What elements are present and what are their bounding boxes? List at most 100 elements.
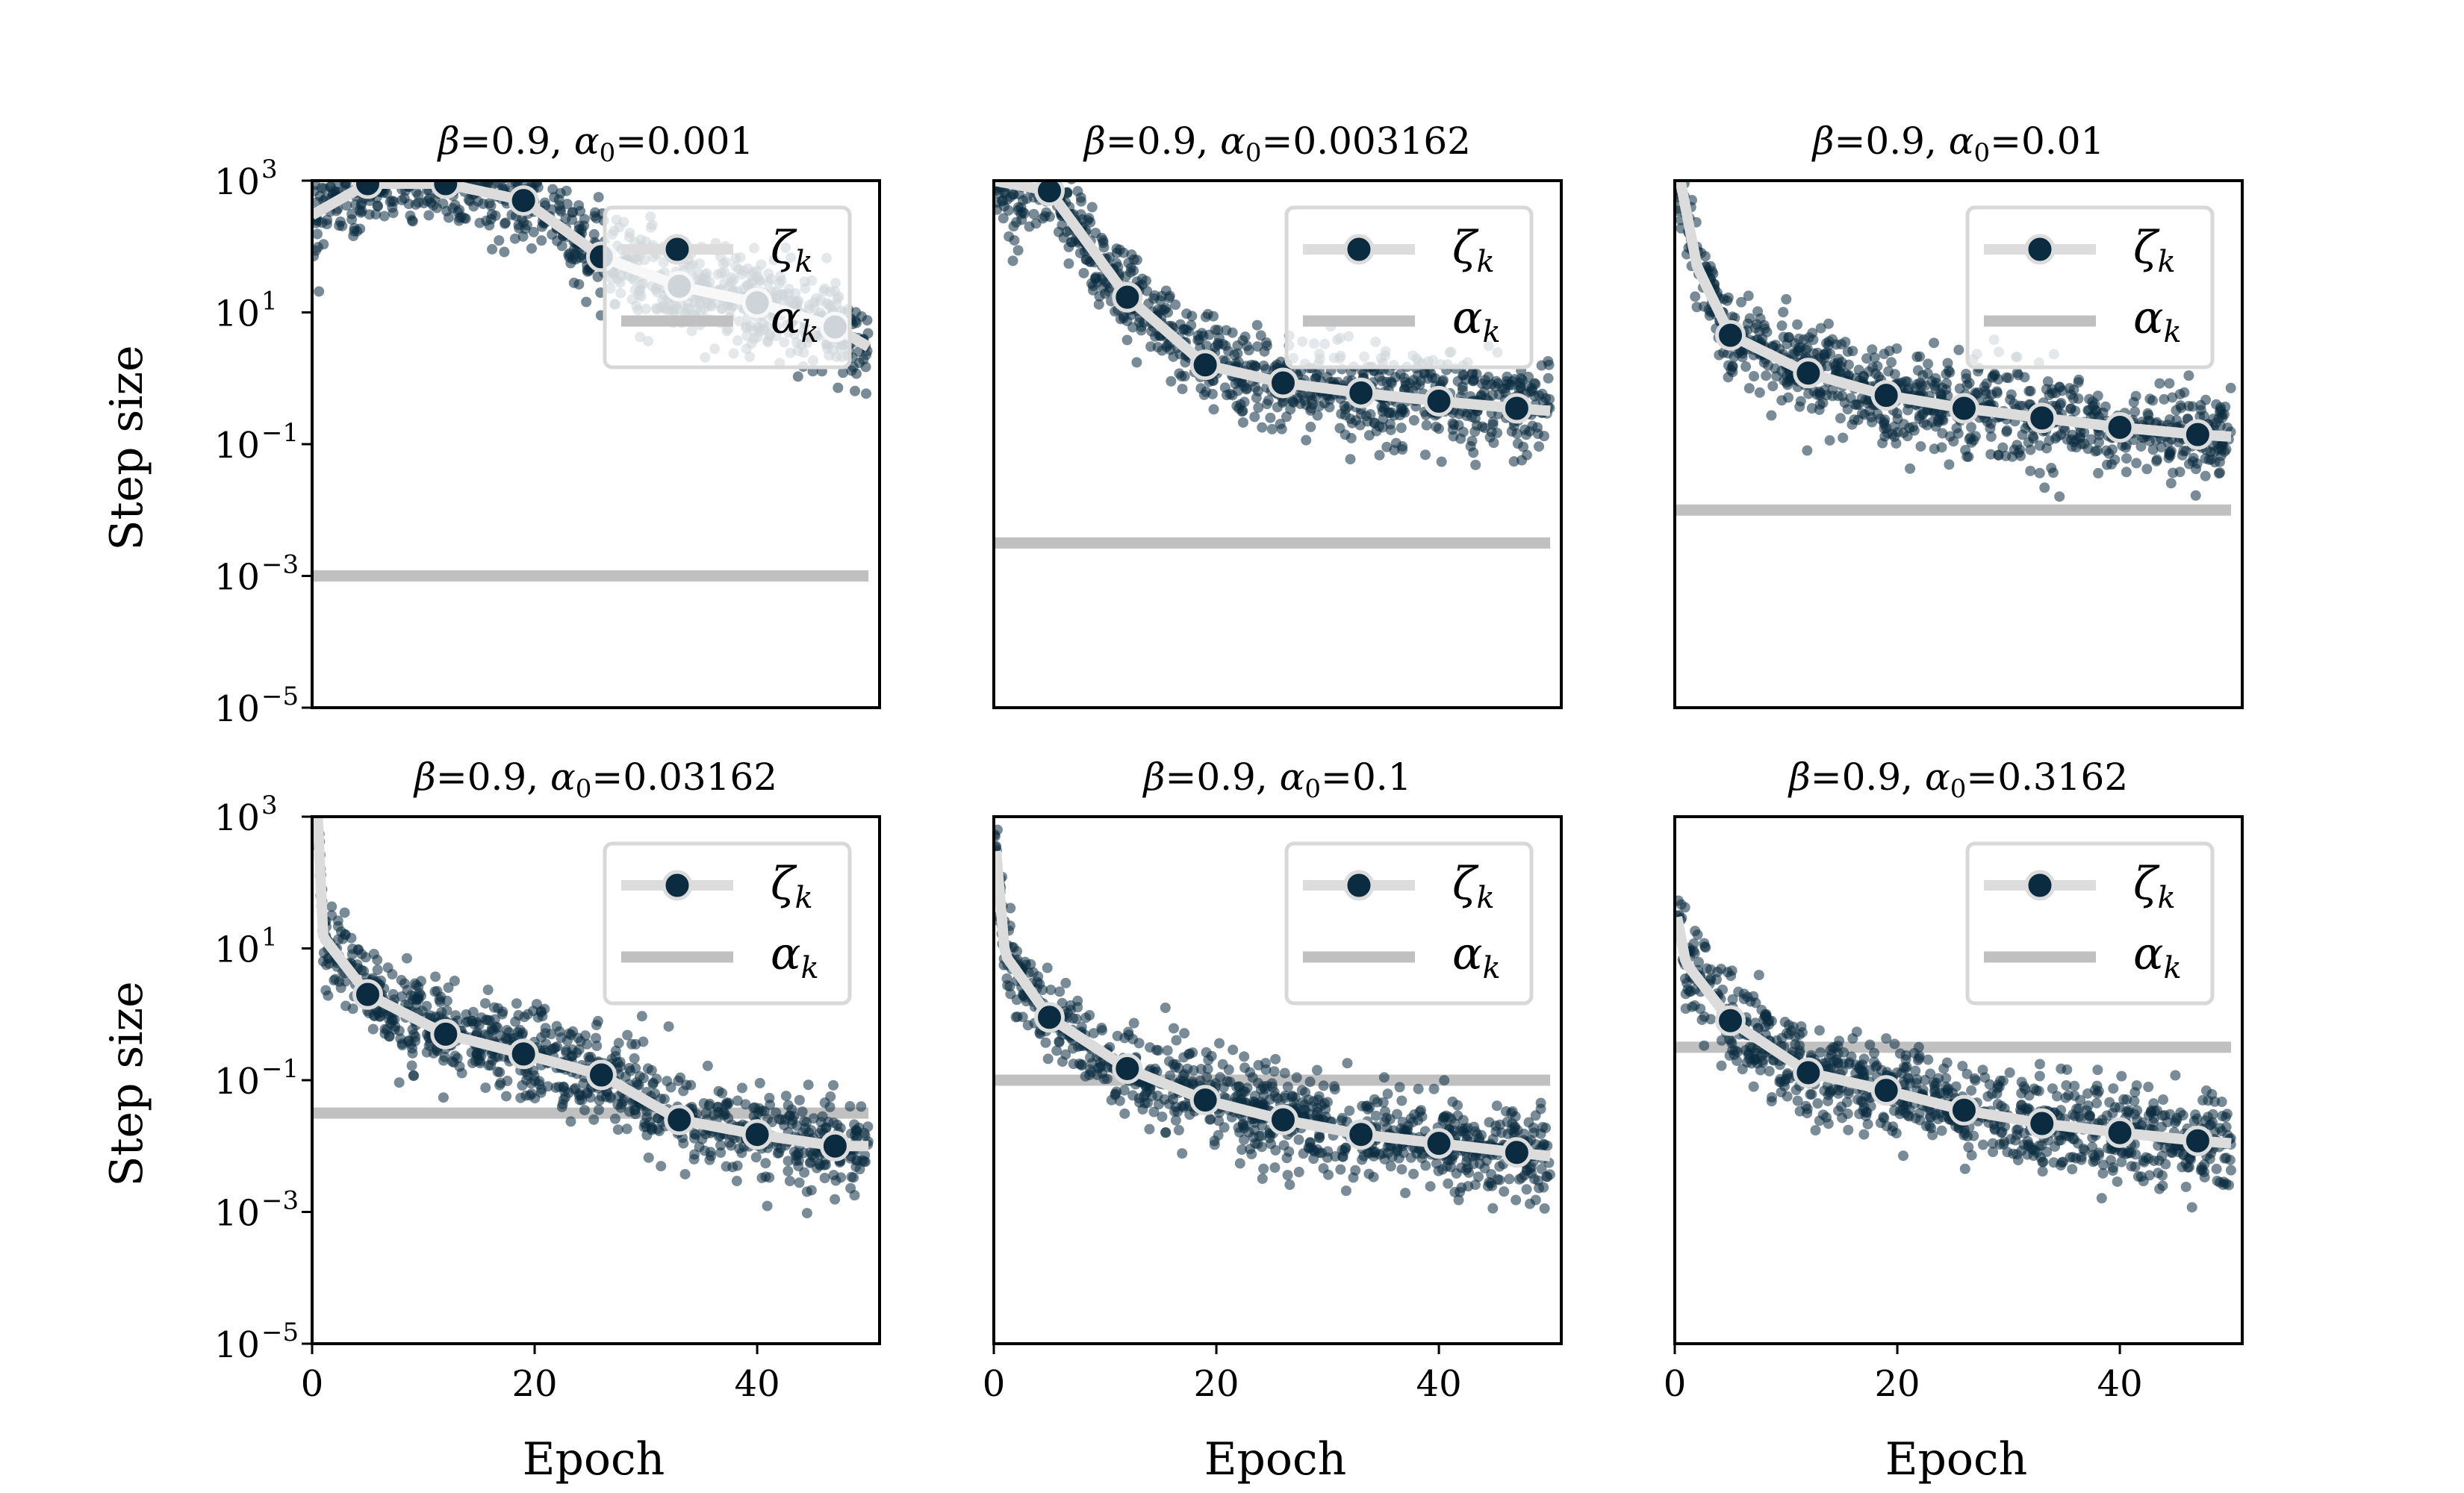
ytick-exponent: 3 bbox=[261, 155, 278, 184]
subplot-2: β=0.9, α0=0.003162 ζk αk bbox=[992, 119, 1563, 709]
subplot-title: β=0.9, α0=0.1 bbox=[1142, 755, 1412, 804]
zeta-k-marker bbox=[1345, 377, 1377, 408]
legend-alpha-label: αk bbox=[771, 292, 819, 349]
xtick-label: 40 bbox=[735, 1363, 780, 1405]
legend: ζk αk bbox=[1284, 205, 1534, 370]
ytick-label: 10 bbox=[214, 929, 260, 971]
legend-zeta-marker bbox=[662, 234, 693, 265]
ytick-label: 10 bbox=[214, 293, 260, 335]
zeta-k-marker bbox=[585, 1059, 617, 1091]
legend-alpha-label: αk bbox=[1452, 928, 1501, 985]
zeta-k-marker bbox=[1423, 385, 1455, 417]
legend-zeta-marker bbox=[2024, 870, 2056, 901]
xtick-label: 0 bbox=[983, 1363, 1006, 1405]
legend-alpha-label: αk bbox=[771, 928, 819, 985]
zeta-k-marker bbox=[1501, 393, 1532, 424]
legend-zeta-marker bbox=[1343, 870, 1375, 901]
ytick-exponent: −5 bbox=[261, 1318, 299, 1347]
zeta-k-marker bbox=[819, 1130, 850, 1162]
zeta-k-marker bbox=[664, 1104, 695, 1135]
zeta-k-marker bbox=[1345, 1119, 1377, 1150]
legend: ζk αk bbox=[1965, 205, 2215, 370]
subplot-5: 0 20 40 β=0.9, α0=0.1 ζk αk bbox=[983, 755, 1563, 1405]
xlabel-left: Epoch bbox=[523, 1433, 665, 1486]
legend-zeta-label: ζk bbox=[2133, 858, 2176, 915]
plot-area bbox=[994, 824, 1555, 1214]
xtick-label: 20 bbox=[1875, 1363, 1920, 1405]
ytick-label: 10 bbox=[214, 161, 260, 203]
zeta-k-marker bbox=[741, 1119, 773, 1150]
axes-frame bbox=[1673, 179, 2244, 709]
xtick-label: 0 bbox=[301, 1363, 324, 1405]
zeta-k-marker bbox=[1189, 1085, 1221, 1116]
legend-zeta-label: ζk bbox=[771, 222, 813, 279]
ytick-exponent: −3 bbox=[261, 550, 299, 580]
xtick-label: 20 bbox=[512, 1363, 558, 1405]
zeta-k-marker bbox=[1267, 1104, 1298, 1135]
zeta-k-marker bbox=[352, 181, 384, 199]
legend: ζk αk bbox=[603, 205, 852, 370]
xtick-label: 20 bbox=[1194, 1363, 1239, 1405]
xlabel-middle: Epoch bbox=[1204, 1433, 1347, 1486]
zeta-k-marker bbox=[352, 979, 384, 1010]
ytick-label: 10 bbox=[214, 1193, 260, 1235]
subplot-3: β=0.9, α0=0.01 ζk αk bbox=[1673, 119, 2244, 709]
xlabel-right: Epoch bbox=[1885, 1433, 2028, 1486]
legend: ζk αk bbox=[1965, 841, 2215, 1006]
legend-zeta-label: ζk bbox=[1452, 858, 1495, 915]
ytick-label: 10 bbox=[214, 425, 260, 467]
ytick-exponent: −1 bbox=[261, 418, 299, 448]
subplot-title: β=0.9, α0=0.01 bbox=[1811, 119, 2105, 168]
zeta-k-marker bbox=[430, 1018, 461, 1050]
zeta-k-marker bbox=[2104, 1117, 2135, 1148]
zeta-k-marker bbox=[1112, 1053, 1143, 1084]
ytick-exponent: −5 bbox=[261, 682, 299, 711]
zeta-k-marker bbox=[2026, 402, 2058, 434]
zeta-k-marker bbox=[1267, 367, 1298, 399]
ytick-exponent: 1 bbox=[261, 923, 278, 953]
zeta-k-marker bbox=[1948, 393, 1979, 424]
zeta-k-marker bbox=[2182, 1125, 2213, 1156]
legend-alpha-label: αk bbox=[1452, 292, 1501, 349]
axes-frame bbox=[992, 179, 1563, 709]
axes-frame bbox=[992, 815, 1563, 1345]
zeta-k-marker bbox=[1501, 1137, 1532, 1168]
zeta-k-marker bbox=[508, 1038, 539, 1070]
zeta-k-marker bbox=[1948, 1094, 1979, 1126]
subplot-title: β=0.9, α0=0.3162 bbox=[1788, 755, 2128, 804]
legend: ζk αk bbox=[1284, 841, 1534, 1006]
ylabel-top: Step size bbox=[101, 345, 153, 550]
ytick-exponent: 1 bbox=[261, 287, 278, 317]
xtick-label: 40 bbox=[1416, 1363, 1462, 1405]
zeta-k-marker bbox=[1793, 1057, 1824, 1088]
legend-alpha-label: αk bbox=[2133, 292, 2182, 349]
zeta-k-marker bbox=[1715, 320, 1746, 351]
ytick-exponent: −3 bbox=[261, 1186, 299, 1216]
subplot-title: β=0.9, α0=0.03162 bbox=[413, 755, 777, 804]
xtick-label: 40 bbox=[2097, 1363, 2143, 1405]
legend-zeta-label: ζk bbox=[1452, 222, 1495, 279]
legend-zeta-label: ζk bbox=[771, 858, 813, 915]
subplot-6: 0 20 40 β=0.9, α0=0.3162 ζk αk bbox=[1664, 755, 2244, 1405]
zeta-k-marker bbox=[508, 185, 539, 216]
zeta-k-marker bbox=[1870, 1075, 1902, 1106]
legend-zeta-label: ζk bbox=[2133, 222, 2176, 279]
zeta-k-marker bbox=[2104, 411, 2135, 443]
legend-zeta-marker bbox=[662, 870, 693, 901]
ytick-exponent: −1 bbox=[261, 1054, 299, 1084]
plot-area bbox=[994, 181, 1555, 549]
ytick-label: 10 bbox=[214, 688, 260, 730]
ylabel-bottom: Step size bbox=[101, 981, 153, 1186]
zeta-k-marker bbox=[1870, 380, 1902, 411]
subplot-title: β=0.9, α0=0.001 bbox=[437, 119, 754, 168]
zeta-k-marker bbox=[1189, 349, 1221, 381]
zeta-k-marker bbox=[1423, 1128, 1455, 1159]
legend-zeta-marker bbox=[1343, 234, 1375, 265]
xtick-label: 0 bbox=[1664, 1363, 1687, 1405]
zeta-k-marker bbox=[1034, 1002, 1065, 1033]
legend-alpha-label: αk bbox=[2133, 928, 2182, 985]
zeta-k-marker bbox=[1793, 358, 1824, 389]
plot-area bbox=[312, 817, 874, 1219]
